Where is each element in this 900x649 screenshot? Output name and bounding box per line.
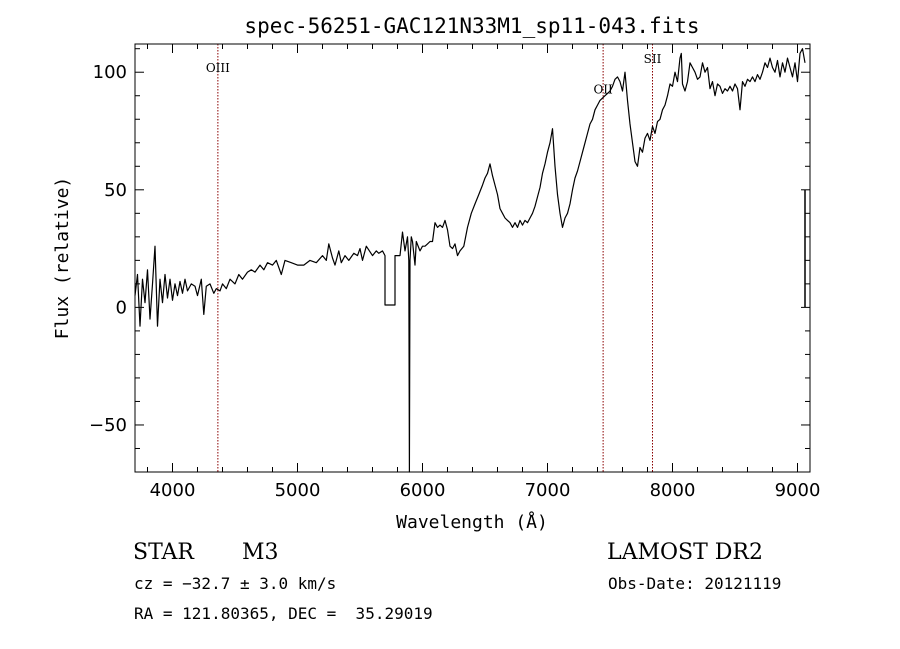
- y-tick-label: −50: [89, 415, 127, 436]
- object-class: STAR: [133, 540, 194, 565]
- y-tick-label: 0: [116, 297, 127, 318]
- x-tick-label: 7000: [525, 480, 571, 501]
- y-tick-label: 50: [104, 180, 127, 201]
- y-tick-label: 100: [93, 62, 127, 83]
- y-axis-label: Flux (relative): [52, 177, 73, 340]
- spectrum-line: [134, 48, 806, 473]
- chart-title: spec-56251-GAC121N33M1_sp11-043.fits: [244, 14, 699, 38]
- x-tick-label: 5000: [275, 480, 321, 501]
- coordinates-line: RA = 121.80365, DEC = 35.29019: [134, 604, 433, 623]
- emission-line-label: OII: [593, 82, 613, 96]
- spectrum-line-group: [134, 48, 806, 473]
- axis-ticks: 4000 5000 6000 7000 8000 9000 −50 0 50 100: [89, 44, 820, 501]
- plot-frame: [134, 43, 811, 473]
- redshift-line: cz = −32.7 ± 3.0 km/s: [134, 574, 337, 593]
- emission-line-label: OIII: [206, 61, 230, 75]
- object-subclass: M3: [242, 540, 279, 565]
- emission-line-markers: OIII OII SII: [206, 44, 662, 472]
- x-tick-label: 4000: [150, 480, 196, 501]
- x-tick-label: 8000: [650, 480, 696, 501]
- survey-name: LAMOST DR2: [607, 540, 763, 565]
- obs-date-line: Obs-Date: 20121119: [608, 574, 782, 593]
- x-tick-label: 6000: [400, 480, 446, 501]
- emission-line-label: SII: [644, 52, 662, 66]
- x-tick-label: 9000: [775, 480, 821, 501]
- x-axis-label: Wavelength (Å): [396, 511, 548, 533]
